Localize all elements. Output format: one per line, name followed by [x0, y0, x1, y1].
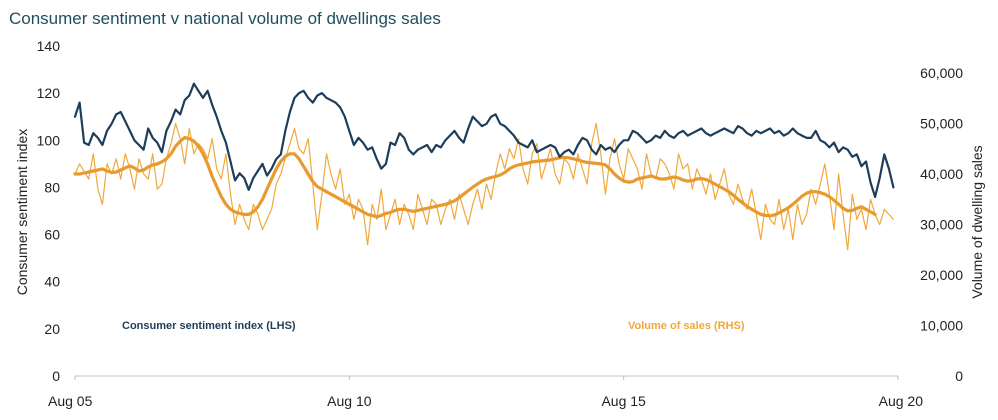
right-tick-label: 40,000: [920, 166, 963, 182]
left-tick-label: 120: [37, 85, 61, 101]
sentiment-line: [73, 82, 895, 198]
left-tick-label: 0: [52, 368, 60, 384]
sales-monthly-line: [74, 122, 895, 251]
left-tick-label: 140: [37, 38, 61, 54]
right-tick-label: 20,000: [920, 267, 963, 283]
right-tick-label: 0: [955, 368, 963, 384]
chart-title: Consumer sentiment v national volume of …: [9, 9, 441, 28]
right-tick-label: 30,000: [920, 217, 963, 233]
left-axis-title: Consumer sentiment index: [14, 129, 30, 296]
legend-sales: Volume of sales (RHS): [628, 320, 745, 332]
right-axis: 0 10,000 20,000 30,000 40,000 50,000 60,000: [920, 65, 963, 384]
left-axis: 0 20 40 60 80 100 120 140: [37, 38, 61, 384]
right-axis-title: Volume of dwelling sales: [969, 145, 985, 298]
left-tick-label: 80: [44, 179, 60, 195]
right-tick-label: 10,000: [920, 318, 963, 334]
left-tick-label: 40: [44, 274, 60, 290]
left-tick-label: 60: [44, 227, 60, 243]
left-tick-label: 20: [44, 321, 60, 337]
x-axis: Aug 05 Aug 10 Aug 15 Aug 20: [48, 376, 923, 409]
left-tick-label: 100: [37, 132, 61, 148]
x-tick-label: Aug 10: [327, 393, 372, 409]
x-tick-label: Aug 20: [879, 393, 924, 409]
series-layer: [73, 82, 895, 251]
right-tick-label: 50,000: [920, 116, 963, 132]
x-tick-label: Aug 15: [601, 393, 646, 409]
right-tick-label: 60,000: [920, 65, 963, 81]
sales-trend-line: [73, 136, 877, 219]
x-tick-label: Aug 05: [48, 393, 93, 409]
legend-sentiment: Consumer sentiment index (LHS): [122, 320, 296, 332]
